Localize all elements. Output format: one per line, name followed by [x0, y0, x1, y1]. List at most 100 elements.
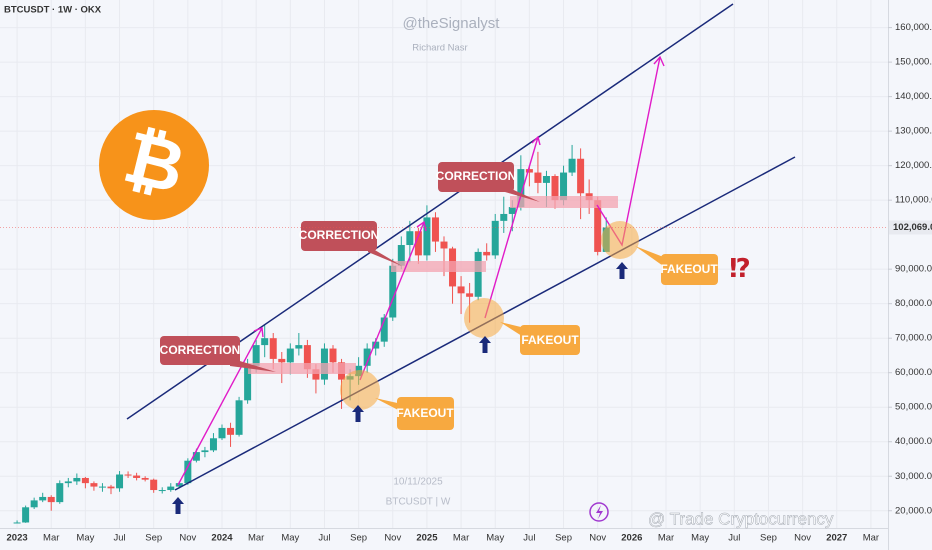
candle-body	[414, 231, 422, 256]
candle-body	[39, 496, 47, 501]
up-arrow	[352, 405, 364, 422]
x-tick-label: 2027	[826, 533, 847, 544]
x-tick-label: 2023	[7, 533, 28, 544]
candle-body	[329, 348, 337, 363]
x-tick-label: 2024	[211, 533, 233, 544]
candle-body	[13, 522, 21, 524]
candle-body	[423, 217, 431, 256]
candle-body	[466, 293, 474, 297]
label-pointer	[375, 398, 402, 412]
candle-body	[491, 220, 499, 256]
candle-body	[141, 477, 149, 480]
x-tick-label: Mar	[43, 533, 59, 544]
candle-body	[98, 486, 106, 488]
fakeout-label: FAKEOUT	[521, 333, 579, 347]
candle-body	[363, 348, 371, 366]
candle-body	[380, 317, 388, 342]
arrow-head	[531, 135, 541, 146]
arrow-head	[653, 55, 665, 67]
y-tick-label: 90,000.0	[895, 264, 932, 275]
up-arrow	[172, 497, 184, 514]
candle-body	[227, 427, 235, 435]
candle-body	[56, 483, 64, 503]
y-tick-label: 40,000.0	[895, 436, 932, 447]
correction-zone	[391, 261, 486, 272]
candle-body	[542, 176, 550, 183]
candle-body	[525, 169, 533, 173]
candle-body	[286, 348, 294, 363]
candle-body	[568, 158, 576, 173]
x-tick-label: Mar	[248, 533, 264, 544]
candle-body	[269, 338, 277, 359]
label-pointer	[500, 322, 525, 338]
x-tick-label: May	[76, 533, 94, 544]
bitcoin-logo	[99, 110, 209, 220]
last-price-label: 102,069.0	[893, 222, 932, 233]
last-price-tag	[889, 220, 932, 235]
candle-body	[218, 427, 226, 439]
fakeout-label-box	[520, 325, 580, 355]
correction-label: CORRECTION	[299, 228, 380, 242]
label-pointer	[635, 246, 666, 268]
candle-body	[577, 158, 585, 194]
y-tick-label: 60,000.0	[895, 367, 932, 378]
x-tick-label: 2026	[621, 533, 642, 544]
candle-body	[22, 507, 30, 523]
candle-body	[534, 172, 542, 183]
site-watermark: @ Trade Cryptocurrency	[648, 509, 834, 528]
x-tick-label: Mar	[453, 533, 469, 544]
author-watermark: @theSignalyst	[403, 15, 501, 32]
candle-body	[244, 365, 252, 401]
candle-body	[457, 286, 465, 294]
candle-body	[73, 477, 81, 482]
candle-body	[235, 400, 243, 435]
candle-body	[167, 486, 175, 491]
lightning-icon	[596, 505, 603, 519]
date-watermark: 10/11/2025	[393, 477, 443, 488]
candle-body	[64, 481, 72, 484]
x-tick-label: Sep	[555, 533, 572, 544]
y-tick-label: 110,000.0	[895, 195, 932, 206]
correction-label-box	[301, 221, 377, 251]
symbol-watermark: BTCUSDT | W	[386, 497, 451, 508]
correction-zone	[248, 363, 356, 374]
arrow-head	[253, 327, 264, 338]
y-tick-label: 20,000.0	[895, 505, 932, 516]
candle-body	[30, 500, 38, 508]
candle-body	[312, 369, 320, 380]
x-tick-label: Jul	[113, 533, 125, 544]
candle-body	[500, 213, 508, 221]
arrow-head	[416, 220, 427, 232]
x-tick-label: Jul	[523, 533, 535, 544]
candle-body	[81, 477, 89, 484]
impulse-arrow	[177, 327, 263, 486]
candle-body	[397, 245, 405, 266]
x-tick-label: Mar	[863, 533, 879, 544]
x-tick-label: Jul	[318, 533, 330, 544]
x-tick-label: Nov	[179, 533, 196, 544]
candle-body	[133, 475, 141, 478]
interrobang: ⁉	[729, 253, 751, 283]
correction-zone	[510, 196, 618, 208]
impulse-arrow	[359, 221, 425, 381]
fakeout-label-box	[397, 397, 454, 430]
candle-body	[47, 496, 55, 503]
x-tick-label: May	[281, 533, 299, 544]
label-pointer	[368, 246, 402, 266]
x-tick-label: Sep	[145, 533, 162, 544]
candle-body	[474, 251, 482, 297]
candle-body	[124, 474, 132, 476]
impulse-arrow	[484, 136, 539, 319]
candle-body	[175, 483, 183, 487]
correction-label: CORRECTION	[436, 169, 517, 183]
fakeout-label-box	[661, 254, 718, 285]
correction-label-box	[160, 336, 240, 365]
fakeout-circle	[601, 221, 639, 259]
candle-body	[440, 241, 448, 249]
x-tick-label: 2025	[416, 533, 438, 544]
x-tick-label: Mar	[658, 533, 674, 544]
x-tick-label: Sep	[350, 533, 367, 544]
candle-body	[252, 345, 260, 366]
